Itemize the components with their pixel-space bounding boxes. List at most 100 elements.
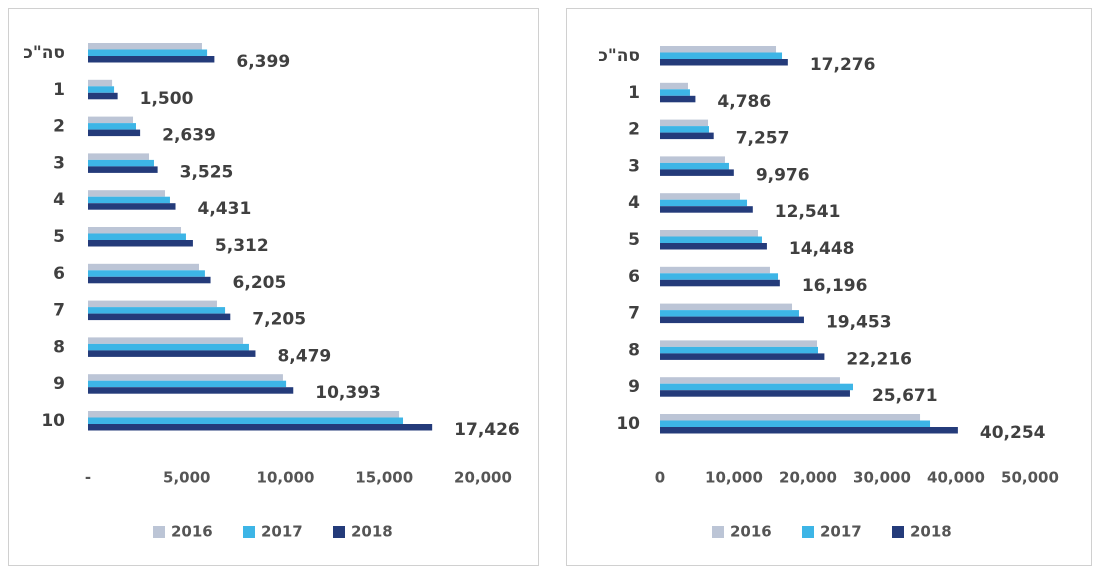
data-label: 12,541 <box>775 202 841 222</box>
bar <box>88 380 287 388</box>
category-label: 1 <box>53 80 65 100</box>
bar <box>660 119 709 127</box>
category-label: 7 <box>53 301 65 321</box>
category-label: 9 <box>628 377 640 397</box>
x-tick-label: 5,000 <box>163 469 210 487</box>
data-label: 16,196 <box>802 276 868 296</box>
bar <box>88 123 136 130</box>
bar <box>88 337 244 344</box>
data-label: 5,312 <box>215 236 269 256</box>
x-tick-label: 20,000 <box>454 469 512 487</box>
category-label: סה"כ <box>23 43 65 63</box>
bar <box>88 417 404 424</box>
data-label: 10,393 <box>315 383 381 403</box>
bar <box>660 383 853 391</box>
data-label: 6,205 <box>233 273 287 293</box>
category-label: 4 <box>53 190 65 210</box>
bar <box>88 350 256 357</box>
bar <box>88 153 150 160</box>
x-tick-label: 0 <box>655 469 665 487</box>
category-label: 8 <box>53 337 65 357</box>
bar <box>88 424 433 431</box>
bar <box>88 116 134 124</box>
panel-right <box>566 8 1092 566</box>
bar <box>88 411 400 418</box>
bar <box>660 193 740 200</box>
category-label: 5 <box>53 227 65 247</box>
bar <box>660 95 696 103</box>
legend-swatch <box>243 526 255 538</box>
data-label: 4,431 <box>198 199 252 219</box>
category-label: 10 <box>616 414 640 434</box>
legend-swatch <box>892 526 904 538</box>
bar <box>88 343 249 351</box>
bar <box>88 43 202 50</box>
bar <box>660 206 753 213</box>
legend-swatch <box>712 526 724 538</box>
bar <box>660 427 958 434</box>
bar <box>660 414 921 421</box>
bar <box>88 387 294 394</box>
legend-swatch <box>333 526 345 538</box>
bar <box>88 196 170 204</box>
bar <box>660 89 690 96</box>
data-label: 17,276 <box>810 55 876 75</box>
bar <box>660 82 688 90</box>
data-label: 17,426 <box>454 420 520 440</box>
bar <box>88 307 226 314</box>
bar <box>88 129 141 137</box>
bar <box>88 374 283 381</box>
x-tick-label: 30,000 <box>853 469 911 487</box>
bar <box>660 420 931 427</box>
bar <box>88 86 115 93</box>
bar <box>660 156 725 163</box>
category-label: 8 <box>628 340 640 360</box>
x-tick-label: 10,000 <box>705 469 763 487</box>
bar <box>660 46 777 53</box>
x-tick-label: 15,000 <box>355 469 413 487</box>
category-label: 9 <box>53 374 65 394</box>
legend-label: 2018 <box>351 523 393 541</box>
bar <box>88 270 205 277</box>
legend-swatch <box>153 526 165 538</box>
category-label: 7 <box>628 304 640 324</box>
data-label: 9,976 <box>756 165 810 185</box>
bar <box>88 79 113 87</box>
bar <box>660 169 734 176</box>
legend-label: 2017 <box>261 523 303 541</box>
data-label: 7,257 <box>736 129 790 149</box>
legend-swatch <box>802 526 814 538</box>
bar <box>660 346 818 354</box>
bar <box>88 92 118 100</box>
data-label: 14,448 <box>789 239 855 259</box>
bar <box>660 52 783 59</box>
bar <box>660 132 714 140</box>
bar <box>660 162 729 170</box>
legend-label: 2017 <box>820 523 862 541</box>
legend-label: 2018 <box>910 523 952 541</box>
bar <box>660 266 770 274</box>
bar <box>660 390 850 397</box>
bar <box>88 300 217 308</box>
data-label: 22,216 <box>846 349 912 369</box>
x-tick-label: 10,000 <box>257 469 315 487</box>
data-label: 40,254 <box>980 423 1046 443</box>
bar <box>660 303 793 311</box>
bar <box>660 377 840 384</box>
bar <box>88 203 176 210</box>
bar <box>660 199 748 207</box>
x-tick-label: - <box>85 469 91 487</box>
bar <box>660 59 788 66</box>
bar <box>88 49 208 56</box>
data-label: 1,500 <box>140 89 194 109</box>
category-label: 2 <box>628 120 640 140</box>
category-label: 3 <box>53 153 65 173</box>
bar <box>88 227 182 234</box>
x-tick-label: 20,000 <box>779 469 837 487</box>
data-label: 6,399 <box>236 52 290 72</box>
bar <box>660 340 818 347</box>
bar <box>660 243 767 250</box>
bar <box>660 310 799 317</box>
bar <box>660 236 762 243</box>
